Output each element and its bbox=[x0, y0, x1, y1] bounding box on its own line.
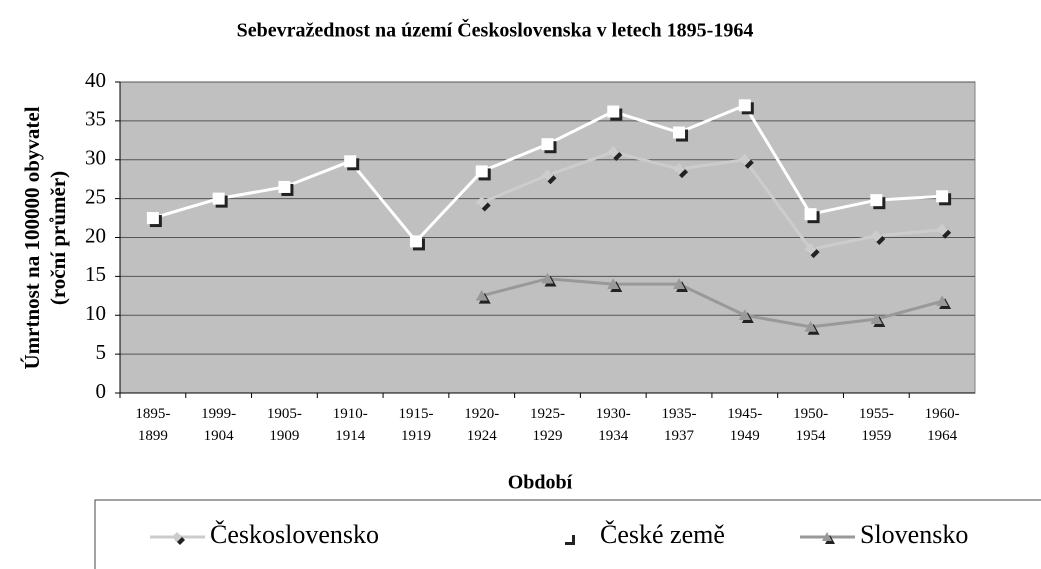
y-tick-label: 30 bbox=[85, 146, 106, 170]
marker-part bbox=[870, 194, 883, 207]
x-tick-label: 1945-1949 bbox=[727, 406, 763, 444]
marker bbox=[870, 229, 886, 245]
marker-part bbox=[475, 196, 488, 209]
y-axis-title: (roční průměr) bbox=[46, 171, 70, 305]
y-tick-label: 5 bbox=[96, 340, 107, 364]
marker bbox=[673, 278, 689, 292]
y-tick-label: 40 bbox=[85, 68, 106, 92]
marker-part bbox=[738, 99, 751, 112]
marker bbox=[738, 99, 754, 115]
marker bbox=[541, 272, 557, 287]
marker-part bbox=[212, 192, 225, 205]
marker-part bbox=[673, 278, 686, 289]
x-tick-label: 1910-1914 bbox=[332, 406, 368, 444]
x-tick-label: 1925-1929 bbox=[530, 406, 565, 444]
marker-part bbox=[541, 138, 554, 151]
y-axis-title: Úmrtnost na 100000 obyvatel bbox=[20, 106, 44, 369]
marker bbox=[870, 313, 886, 327]
marker-part bbox=[673, 126, 686, 139]
marker bbox=[172, 532, 185, 545]
marker bbox=[804, 320, 820, 335]
marker-part bbox=[475, 289, 488, 301]
marker bbox=[804, 243, 820, 259]
x-tick-label: 1960-1964 bbox=[924, 406, 960, 444]
marker-part bbox=[409, 235, 422, 248]
y-tick-label: 20 bbox=[85, 223, 106, 247]
marker-part bbox=[936, 190, 949, 203]
series-line bbox=[481, 150, 943, 251]
x-tick-label: 1905-1909 bbox=[266, 406, 302, 444]
marker-part bbox=[870, 313, 883, 324]
marker-part bbox=[822, 532, 832, 541]
marker bbox=[541, 138, 557, 154]
marker bbox=[475, 196, 491, 212]
x-tick-label: 1915-1919 bbox=[398, 406, 434, 444]
marker bbox=[409, 235, 425, 251]
marker bbox=[212, 192, 228, 208]
marker bbox=[738, 153, 754, 169]
marker-part bbox=[607, 278, 620, 289]
marker-part bbox=[172, 532, 182, 542]
x-axis-title: Období bbox=[508, 472, 573, 494]
y-tick-label: 10 bbox=[85, 301, 106, 325]
marker-part bbox=[475, 165, 488, 178]
marker bbox=[278, 180, 294, 196]
y-tick-label: 0 bbox=[96, 379, 107, 403]
x-tick-label: 1955-1959 bbox=[858, 406, 894, 444]
marker-part bbox=[804, 320, 817, 332]
marker bbox=[804, 208, 820, 224]
marker-part bbox=[541, 272, 554, 284]
marker-part bbox=[344, 155, 357, 168]
marker-part bbox=[562, 532, 572, 542]
marker bbox=[562, 532, 575, 545]
marker bbox=[541, 169, 557, 185]
marker bbox=[607, 278, 623, 292]
marker bbox=[673, 126, 689, 142]
marker bbox=[936, 190, 952, 206]
marker bbox=[870, 194, 886, 210]
marker bbox=[475, 289, 491, 304]
legend-label: Československo bbox=[210, 520, 379, 549]
legend-label: Slovensko bbox=[860, 520, 968, 549]
x-tick-label: 1935-1937 bbox=[661, 406, 697, 444]
chart-title: Sebevražednost na území Československa v… bbox=[237, 18, 754, 42]
marker-part bbox=[936, 223, 949, 236]
x-tick-label: 1999-1904 bbox=[201, 406, 237, 444]
x-tick-label: 1895-1899 bbox=[135, 406, 171, 444]
marker-part bbox=[673, 163, 686, 176]
marker-part bbox=[936, 295, 949, 307]
y-tick-label: 35 bbox=[85, 107, 106, 131]
marker-part bbox=[278, 180, 291, 193]
marker-part bbox=[804, 243, 817, 256]
marker bbox=[607, 105, 623, 121]
marker-part bbox=[541, 169, 554, 182]
marker bbox=[673, 163, 689, 179]
x-tick-label: 1920-1924 bbox=[464, 406, 500, 444]
y-tick-label: 15 bbox=[85, 262, 106, 286]
marker bbox=[146, 212, 162, 228]
marker bbox=[607, 145, 623, 161]
x-tick-label: 1950-1954 bbox=[793, 406, 829, 444]
marker-part bbox=[870, 229, 883, 242]
marker-part bbox=[607, 105, 620, 118]
marker bbox=[822, 532, 835, 544]
marker bbox=[936, 295, 952, 310]
marker bbox=[936, 223, 952, 239]
x-tick-label: 1930-1934 bbox=[595, 406, 631, 444]
marker-part bbox=[146, 212, 159, 225]
series-line bbox=[481, 277, 943, 329]
marker-part bbox=[607, 145, 620, 158]
marker bbox=[738, 309, 754, 324]
marker-part bbox=[738, 153, 751, 166]
marker bbox=[475, 165, 491, 181]
marker-part bbox=[738, 309, 751, 321]
marker-part bbox=[804, 208, 817, 221]
y-tick-label: 25 bbox=[85, 184, 106, 208]
legend-label: České země bbox=[600, 520, 725, 549]
marker bbox=[344, 155, 360, 171]
